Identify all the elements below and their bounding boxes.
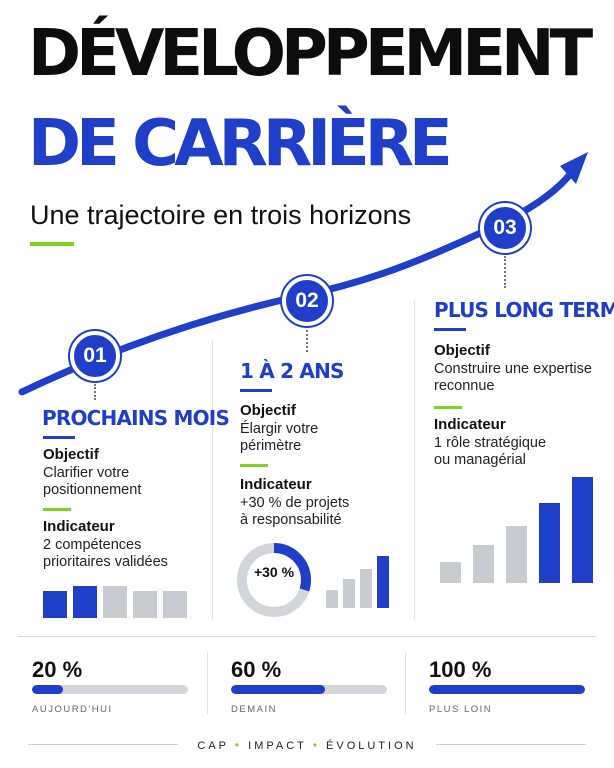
step-2-heading-rule: [240, 389, 272, 392]
step-2-bar-2: [343, 579, 355, 608]
step-3-indicator-label: Indicateur: [434, 416, 506, 433]
stats-separator-2: [405, 652, 406, 714]
step-3-heading: PLUS LONG TERME: [434, 298, 614, 322]
step-1-indicator-line-1: 2 compétences: [43, 537, 142, 553]
step-2-connector: [306, 330, 308, 352]
footer-separator-1: •: [234, 738, 243, 752]
step-2-indicator-label: Indicateur: [240, 476, 312, 493]
step-2-objective-label: Objectif: [240, 402, 296, 419]
step-2-indicator-rule: [240, 464, 268, 467]
step-1-objective-label: Objectif: [43, 446, 99, 463]
step-3-objective-line-2: reconnue: [434, 378, 495, 394]
column-separator-2: [414, 300, 415, 620]
step-1-bar-5: [163, 591, 187, 618]
title-line-2: DE CARRIÈRE: [28, 107, 453, 181]
step-1-objective-line-2: positionnement: [43, 482, 142, 498]
stat-1-progress-fill: [32, 685, 64, 694]
step-2-ring-label: +30 %: [253, 564, 295, 580]
subtitle: Une trajectoire en trois horizons: [30, 200, 412, 230]
stat-3-progress-fill: [429, 685, 585, 694]
step-1-heading: PROCHAINS MOIS: [42, 406, 230, 430]
step-3-indicator-line-2: ou managérial: [434, 452, 526, 468]
step-3-circle: 03: [480, 203, 530, 253]
stat-2-caption: DEMAIN: [231, 704, 277, 715]
step-3-objective-label: Objectif: [434, 342, 490, 359]
step-3-bar-5: [572, 477, 593, 583]
step-2-progress-ring: [237, 543, 311, 617]
arrow-head-icon: [560, 152, 588, 184]
step-2-indicator-line-1: +30 % de projets: [240, 495, 350, 511]
step-1-bar-3: [103, 586, 127, 618]
step-1-indicator-label: Indicateur: [43, 518, 115, 535]
step-2-indicator-line-2: à responsabilité: [240, 512, 342, 528]
step-2-bar-4: [377, 556, 389, 608]
stat-3-caption: PLUS LOIN: [429, 704, 493, 715]
footer: CAP • IMPACT • ÉVOLUTION: [0, 738, 614, 752]
step-3-indicator-rule: [434, 406, 462, 409]
step-2-heading: 1 À 2 ANS: [240, 359, 344, 383]
step-3-bar-1: [440, 562, 461, 583]
column-separator-1: [212, 340, 213, 620]
stat-1-value: 20 %: [32, 657, 83, 682]
step-2-circle: 02: [282, 276, 332, 326]
step-3-heading-rule: [434, 328, 466, 331]
step-1-indicator-rule: [43, 508, 71, 511]
step-1-bar-1: [43, 591, 67, 618]
step-2-objective-line-1: Élargir votre: [240, 421, 319, 437]
stat-1-caption: AUJOURD'HUI: [32, 704, 113, 715]
step-2-bar-1: [326, 590, 338, 608]
step-3-objective-line-1: Construire une expertise: [434, 361, 592, 377]
stat-2-progress-fill: [231, 685, 325, 694]
step-1-circle: 01: [70, 331, 120, 381]
step-3-bar-3: [506, 526, 527, 583]
step-1-objective-line-1: Clarifier votre: [43, 465, 130, 481]
step-2-bar-3: [360, 569, 372, 608]
footer-item-cap: CAP: [197, 740, 229, 752]
step-1-indicator-line-2: prioritaires validées: [43, 554, 168, 570]
title-line-1: DÉVELOPPEMENT: [28, 17, 593, 91]
stat-2-value: 60 %: [231, 657, 282, 682]
footer-separator-2: •: [312, 738, 320, 752]
stat-1-progress-track: [32, 685, 188, 694]
stats-separator-1: [207, 652, 208, 714]
step-1-bar-2: [73, 586, 97, 618]
footer-line-right: [436, 744, 586, 745]
step-1-heading-rule: [43, 436, 75, 439]
step-2-objective-line-2: périmètre: [240, 438, 302, 454]
step-3-indicator-line-1: 1 rôle stratégique: [434, 435, 547, 451]
stat-3-value: 100 %: [429, 657, 492, 682]
step-3-bar-2: [473, 545, 494, 583]
step-3-connector: [504, 256, 506, 288]
footer-item-evolution: ÉVOLUTION: [326, 740, 417, 752]
step-1-connector: [94, 384, 96, 400]
footer-line-left: [28, 744, 178, 745]
step-3-bar-4: [539, 503, 560, 583]
footer-item-impact: IMPACT: [248, 740, 307, 752]
stat-2-progress-track: [231, 685, 387, 694]
stat-3-progress-track: [429, 685, 585, 694]
subtitle-accent-line: [30, 242, 74, 246]
step-1-bar-4: [133, 591, 157, 618]
stats-top-divider: [18, 636, 596, 637]
